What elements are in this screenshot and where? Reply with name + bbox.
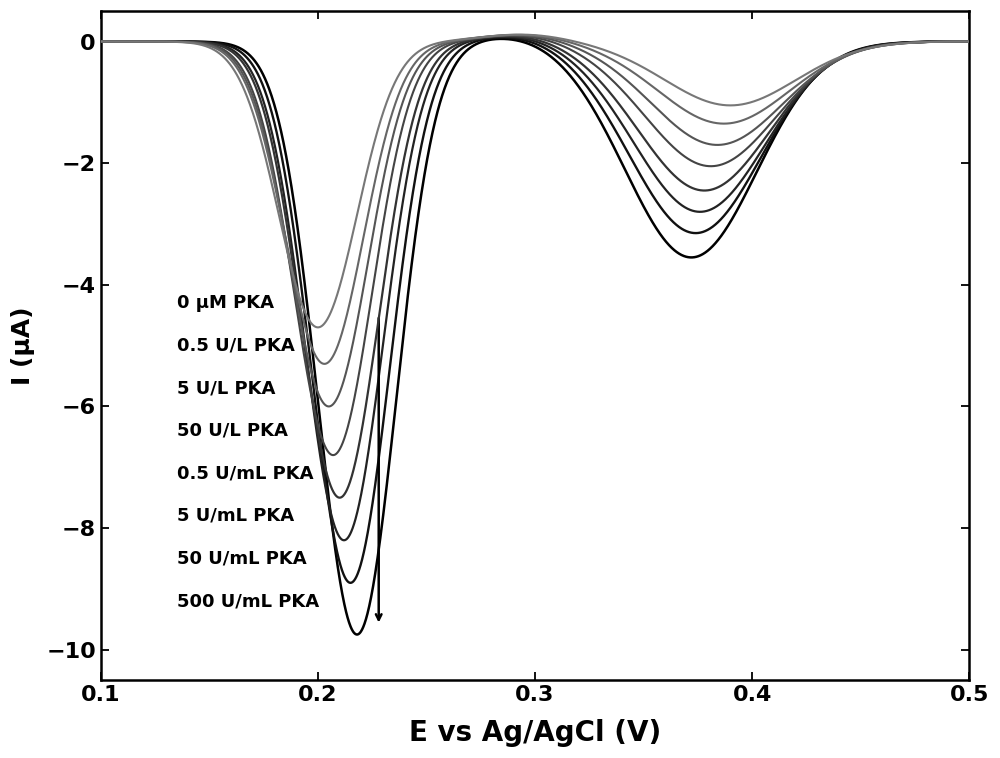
Text: 5 U/mL PKA: 5 U/mL PKA [177,507,294,525]
Text: 50 U/L PKA: 50 U/L PKA [177,421,288,440]
Y-axis label: I (μA): I (μA) [11,306,35,385]
Text: 0 μM PKA: 0 μM PKA [177,294,274,312]
Text: 0.5 U/L PKA: 0.5 U/L PKA [177,337,295,355]
Text: 50 U/mL PKA: 50 U/mL PKA [177,550,306,568]
Text: 500 U/mL PKA: 500 U/mL PKA [177,592,319,610]
X-axis label: E vs Ag/AgCl (V): E vs Ag/AgCl (V) [409,719,661,747]
Text: 0.5 U/mL PKA: 0.5 U/mL PKA [177,465,313,482]
Text: 5 U/L PKA: 5 U/L PKA [177,379,275,397]
